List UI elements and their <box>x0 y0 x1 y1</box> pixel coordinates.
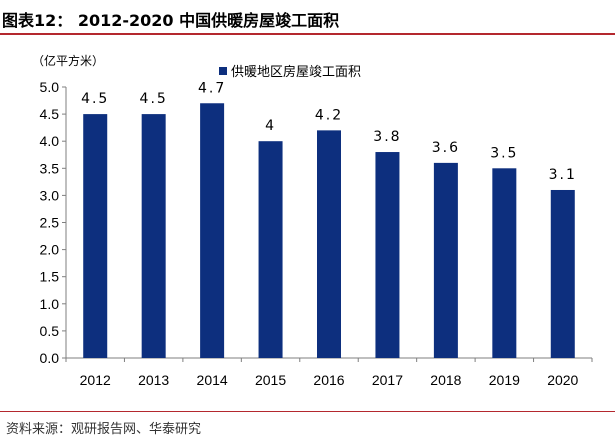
data-label: 4.5 <box>140 91 168 107</box>
x-tick-label: 2012 <box>80 372 111 388</box>
x-tick-label: 2013 <box>138 372 169 388</box>
data-label: 3.1 <box>549 167 577 183</box>
x-tick-label: 2014 <box>197 372 228 388</box>
source-note: 资料来源：观研报告网、华泰研究 <box>6 422 202 437</box>
x-tick-label: 2017 <box>372 372 403 388</box>
data-label: 4 <box>265 118 276 134</box>
y-tick-label: 1.0 <box>40 296 60 312</box>
bar <box>317 130 341 358</box>
x-tick-label: 2018 <box>430 372 461 388</box>
bar <box>200 103 225 358</box>
y-tick-label: 0.5 <box>40 323 60 339</box>
bar <box>141 114 166 358</box>
x-tick-label: 2015 <box>255 372 286 388</box>
y-tick-label: 4.0 <box>40 133 60 149</box>
bar <box>492 168 517 358</box>
y-tick-label: 3.5 <box>40 160 60 176</box>
bar <box>433 162 458 358</box>
x-tick-label: 2019 <box>489 372 520 388</box>
y-axis-unit-label: （亿平方米） <box>32 54 105 68</box>
x-tick-label: 2020 <box>547 372 578 388</box>
figure-header: 图表12： 2012-2020 中国供暖房屋竣工面积 <box>0 0 615 36</box>
y-tick-label: 2.0 <box>40 242 60 258</box>
y-tick-label: 5.0 <box>40 79 60 95</box>
y-tick-label: 2.5 <box>40 215 60 231</box>
data-label: 3.5 <box>490 145 518 161</box>
data-label: 4.5 <box>81 91 109 107</box>
data-label: 4.7 <box>198 80 226 96</box>
figure-title: 图表12： 2012-2020 中国供暖房屋竣工面积 <box>2 11 340 30</box>
data-label: 3.6 <box>432 140 460 156</box>
y-tick-label: 3.0 <box>40 187 60 203</box>
bar <box>550 189 575 358</box>
chart-legend: 供暖地区房屋竣工面积 <box>219 61 361 80</box>
y-tick-label: 0.0 <box>40 350 60 366</box>
legend-swatch <box>219 66 227 75</box>
bar <box>83 114 108 358</box>
bar <box>375 152 400 358</box>
title-divider <box>0 33 615 35</box>
data-label: 4.2 <box>315 107 343 123</box>
x-tick-label: 2016 <box>313 372 344 388</box>
y-tick-label: 4.5 <box>40 106 60 122</box>
bar <box>258 141 283 358</box>
footer-divider <box>0 411 615 412</box>
legend-label: 供暖地区房屋竣工面积 <box>231 65 362 80</box>
y-tick-label: 1.5 <box>40 269 60 285</box>
data-label: 3.8 <box>373 129 401 145</box>
